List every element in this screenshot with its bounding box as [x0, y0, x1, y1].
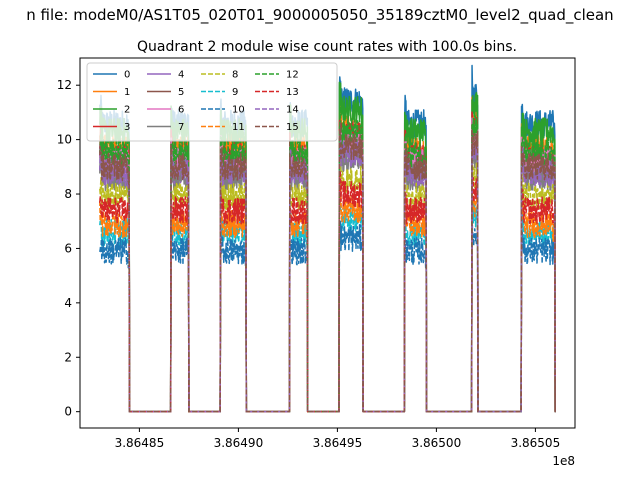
legend-label-13: 13 [286, 87, 299, 98]
chart-suptitle: n file: modeM0/AS1T05_020T01_9000005050_… [26, 6, 613, 25]
y-axis: 0 2 4 6 8 10 12 [57, 78, 80, 419]
legend-box [86, 62, 338, 142]
y-tick-label: 4 [64, 296, 72, 310]
x-tick-label: 3.86485 [115, 436, 165, 450]
x-axis: 3.86485 3.86490 3.86495 3.86500 3.86505 [115, 428, 561, 450]
legend-label-0: 0 [124, 70, 130, 81]
x-tick-label: 3.86500 [412, 436, 462, 450]
legend-label-5: 5 [178, 87, 184, 98]
x-tick-label: 3.86505 [511, 436, 561, 450]
legend-label-11: 11 [232, 122, 245, 133]
y-tick-label: 12 [57, 78, 72, 92]
series-line-15 [99, 122, 556, 413]
legend-label-12: 12 [286, 70, 299, 81]
legend-label-6: 6 [178, 105, 184, 116]
x-tick-label: 3.86490 [214, 436, 264, 450]
x-axis-offset-label: 1e8 [552, 454, 575, 468]
legend-label-9: 9 [232, 87, 238, 98]
plot-frame [79, 57, 576, 429]
legend-label-8: 8 [232, 70, 238, 81]
y-tick-label: 0 [64, 405, 72, 419]
y-tick-label: 2 [64, 350, 72, 364]
legend-label-4: 4 [178, 70, 184, 81]
x-tick-label: 3.86495 [313, 436, 363, 450]
legend-label-14: 14 [286, 105, 299, 116]
y-tick-label: 8 [64, 187, 72, 201]
y-tick-label: 10 [57, 133, 72, 147]
legend-label-10: 10 [232, 105, 245, 116]
legend-label-7: 7 [178, 122, 184, 133]
legend-label-3: 3 [124, 122, 130, 133]
legend-label-1: 1 [124, 87, 130, 98]
y-tick-label: 6 [64, 241, 72, 255]
chart-title: Quadrant 2 module wise count rates with … [137, 39, 517, 55]
legend-label-2: 2 [124, 105, 130, 116]
legend-label-15: 15 [286, 122, 299, 133]
